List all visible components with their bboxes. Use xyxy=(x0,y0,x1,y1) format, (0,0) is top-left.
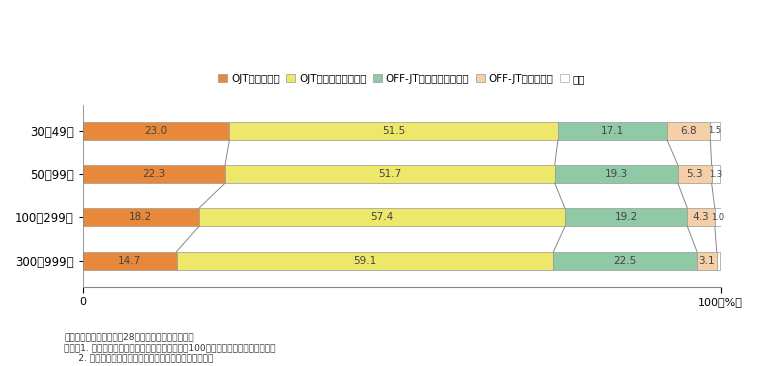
Bar xyxy=(83,165,225,183)
Bar xyxy=(83,251,177,270)
Bar xyxy=(678,165,712,183)
Text: 22.3: 22.3 xyxy=(143,169,165,179)
Bar xyxy=(199,208,565,227)
Text: 1.0: 1.0 xyxy=(712,213,725,222)
Bar xyxy=(83,208,199,227)
Bar xyxy=(565,208,688,227)
Legend: OJTを重視する, OJTを重視するに近い, OFF-JTを重視するに近い, OFF-JTを重視する, 不明: OJTを重視する, OJTを重視するに近い, OFF-JTを重視するに近い, O… xyxy=(214,70,590,88)
Bar xyxy=(715,208,721,227)
Text: 3.1: 3.1 xyxy=(699,256,715,266)
Bar xyxy=(225,165,555,183)
Text: 1.5: 1.5 xyxy=(709,126,722,135)
Text: 18.2: 18.2 xyxy=(129,212,152,223)
Text: 6.8: 6.8 xyxy=(681,126,697,136)
Text: 5.3: 5.3 xyxy=(687,169,703,179)
Text: 14.7: 14.7 xyxy=(118,256,141,266)
Bar xyxy=(230,122,558,140)
Bar xyxy=(697,251,717,270)
Text: 59.1: 59.1 xyxy=(353,256,377,266)
Bar xyxy=(83,122,230,140)
Text: 23.0: 23.0 xyxy=(145,126,168,136)
Text: 19.2: 19.2 xyxy=(615,212,637,223)
Text: 17.1: 17.1 xyxy=(601,126,624,136)
Text: 19.3: 19.3 xyxy=(605,169,628,179)
Text: 4.3: 4.3 xyxy=(693,212,709,223)
Bar xyxy=(553,251,697,270)
Text: 51.5: 51.5 xyxy=(382,126,406,136)
Bar xyxy=(177,251,553,270)
Bar xyxy=(712,165,720,183)
Bar xyxy=(688,208,715,227)
Bar xyxy=(558,122,667,140)
Text: 資料：厚生労働省「平成28年度能力開発基本調査」
（注）1. 正社員が在籍している企業計をそれぞれ100とした割合で集計している。
     2. 正社員に対す: 資料：厚生労働省「平成28年度能力開発基本調査」 （注）1. 正社員が在籍してい… xyxy=(64,333,276,362)
Text: 51.7: 51.7 xyxy=(378,169,402,179)
Bar xyxy=(710,122,720,140)
Text: 1.3: 1.3 xyxy=(709,169,722,179)
Bar xyxy=(667,122,710,140)
Text: 57.4: 57.4 xyxy=(370,212,393,223)
Bar xyxy=(555,165,678,183)
Text: 22.5: 22.5 xyxy=(613,256,637,266)
Bar xyxy=(717,251,720,270)
